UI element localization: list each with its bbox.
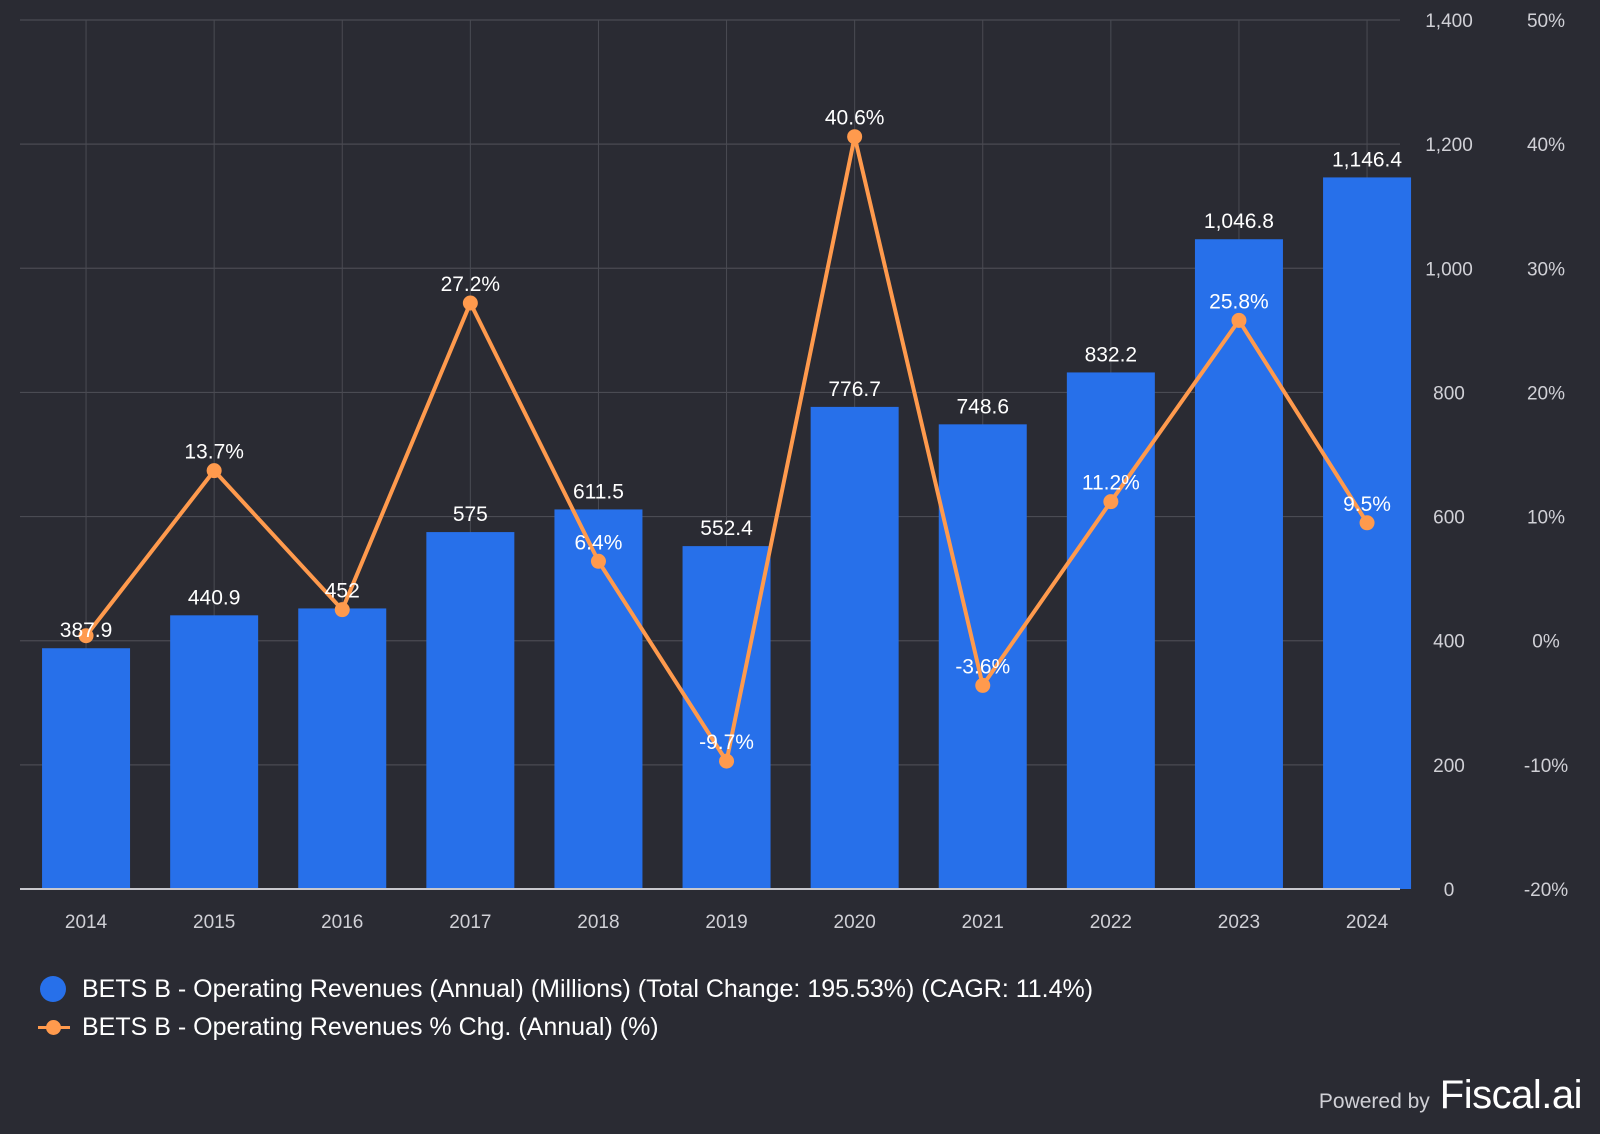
pct-change-point: [975, 677, 991, 693]
bar-value-label: 1,146.4: [1332, 148, 1402, 171]
y-left-tick-label: 1,000: [1425, 259, 1473, 280]
bar-value-label: 387.9: [60, 619, 113, 642]
pct-change-label: 27.2%: [441, 273, 501, 296]
x-tick-label: 2015: [193, 912, 235, 933]
y-right-tick-label: -20%: [1524, 880, 1568, 901]
bar-value-label: 832.2: [1085, 343, 1138, 366]
revenue-bar: [682, 546, 771, 889]
revenue-bar: [298, 608, 387, 889]
y-right-tick-label: -10%: [1524, 756, 1568, 777]
bar-value-label: 440.9: [188, 586, 241, 609]
legend-item-revenues[interactable]: BETS B - Operating Revenues (Annual) (Mi…: [38, 970, 1093, 1008]
y-right-tick-label: 20%: [1527, 383, 1565, 404]
pct-change-label: 11.2%: [1082, 472, 1140, 495]
y-left-tick-label: 400: [1433, 632, 1465, 653]
pct-change-label: 40.6%: [825, 107, 885, 130]
bar-value-label: 776.7: [828, 378, 881, 401]
bar-value-label: 552.4: [700, 517, 753, 540]
y-left-tick-label: 200: [1433, 756, 1465, 777]
revenue-bar: [554, 509, 643, 889]
y-left-tick-label: 0: [1444, 880, 1455, 901]
pct-change-point: [847, 129, 863, 145]
x-tick-label: 2016: [321, 912, 363, 933]
y-right-tick-label: 50%: [1527, 11, 1565, 32]
y-left-tick-label: 1,400: [1425, 11, 1473, 32]
x-tick-label: 2020: [834, 912, 876, 933]
pct-change-point: [462, 295, 478, 311]
legend-bar-label: BETS B - Operating Revenues (Annual) (Mi…: [82, 974, 1094, 1003]
pct-change-point: [1359, 515, 1375, 531]
pct-change-point: [1103, 494, 1119, 510]
y-left-tick-label: 600: [1433, 508, 1465, 529]
legend-item-pct-change[interactable]: BETS B - Operating Revenues % Chg. (Annu…: [38, 1008, 1093, 1046]
pct-change-label: 13.7%: [184, 441, 244, 464]
revenue-bar: [426, 532, 515, 889]
revenue-bar: [938, 424, 1027, 889]
x-tick-label: 2022: [1090, 912, 1132, 933]
revenue-bar: [1194, 239, 1283, 890]
y-left-tick-label: 800: [1433, 383, 1465, 404]
x-tick-label: 2018: [577, 912, 619, 933]
footer-branding[interactable]: Powered by Fiscal.ai: [1318, 1073, 1583, 1118]
bar-value-label: 1,046.8: [1204, 210, 1274, 233]
x-tick-label: 2024: [1346, 912, 1389, 933]
pct-change-point: [1231, 312, 1247, 328]
bar-value-label: 575: [453, 503, 488, 526]
chart-canvas: 0 -20% 200 -10% 400 0% 600 10% 800 20% 1,000 30% 1,2…: [20, 11, 1568, 933]
pct-change-label: 9.5%: [1343, 493, 1391, 516]
x-tick-label: 2021: [962, 912, 1004, 933]
revenue-bar: [170, 615, 259, 889]
pct-change-label: 6.4%: [575, 531, 623, 554]
revenue-bar: [1066, 372, 1155, 890]
pct-change-point: [78, 628, 94, 644]
y-left-tick-label: 1,200: [1425, 135, 1473, 156]
legend-line-label: BETS B - Operating Revenues % Chg. (Annu…: [82, 1012, 659, 1041]
powered-by-text: Powered by: [1318, 1090, 1430, 1113]
pct-change-label: -9.7%: [699, 731, 754, 754]
revenue-bar: [42, 648, 131, 889]
pct-change-label: -3.6%: [955, 655, 1010, 678]
pct-change-point: [206, 463, 222, 479]
x-tick-label: 2023: [1218, 912, 1260, 933]
legend: BETS B - Operating Revenues (Annual) (Mi…: [38, 970, 1093, 1046]
bar-value-label: 611.5: [573, 480, 624, 503]
x-tick-label: 2014: [65, 912, 108, 933]
legend-line-swatch: [38, 1014, 78, 1040]
bar-value-label: 452: [325, 579, 360, 602]
legend-bar-swatch: [38, 976, 78, 1002]
y-right-tick-label: 40%: [1527, 135, 1565, 156]
y-right-tick-label: 10%: [1527, 508, 1565, 529]
bar-value-label: 748.6: [956, 395, 1009, 418]
brand-logo: Fiscal.ai: [1439, 1073, 1583, 1117]
revenue-bar: [1323, 177, 1412, 889]
x-tick-label: 2019: [705, 912, 747, 933]
y-right-tick-label: 0%: [1532, 632, 1560, 653]
pct-change-point: [590, 553, 606, 569]
y-right-tick-label: 30%: [1527, 259, 1565, 280]
pct-change-point: [334, 602, 350, 618]
revenue-bar: [810, 406, 899, 889]
pct-change-point: [719, 753, 735, 769]
pct-change-label: 25.8%: [1209, 290, 1269, 313]
x-tick-label: 2017: [449, 912, 491, 933]
